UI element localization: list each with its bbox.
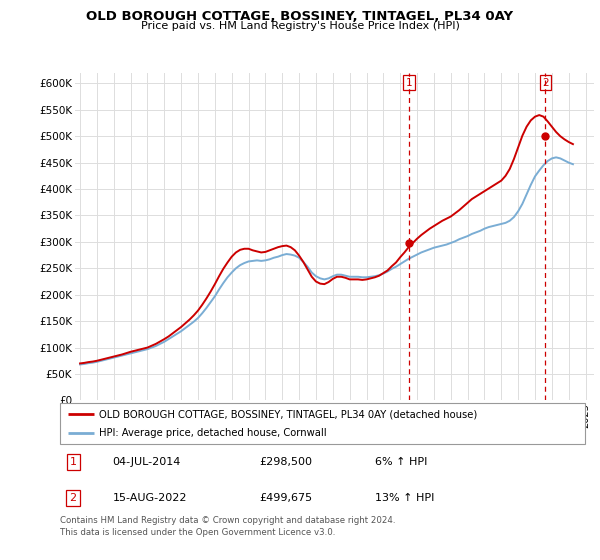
- Text: £298,500: £298,500: [260, 457, 313, 467]
- Text: 04-JUL-2014: 04-JUL-2014: [113, 457, 181, 467]
- Text: Price paid vs. HM Land Registry's House Price Index (HPI): Price paid vs. HM Land Registry's House …: [140, 21, 460, 31]
- Text: 15-AUG-2022: 15-AUG-2022: [113, 493, 187, 503]
- Text: 2: 2: [70, 493, 77, 503]
- Text: Contains HM Land Registry data © Crown copyright and database right 2024.
This d: Contains HM Land Registry data © Crown c…: [60, 516, 395, 537]
- FancyBboxPatch shape: [60, 403, 585, 444]
- Text: 1: 1: [70, 457, 77, 467]
- Text: OLD BOROUGH COTTAGE, BOSSINEY, TINTAGEL, PL34 0AY (detached house): OLD BOROUGH COTTAGE, BOSSINEY, TINTAGEL,…: [100, 409, 478, 419]
- Text: 6% ↑ HPI: 6% ↑ HPI: [375, 457, 427, 467]
- Text: 2: 2: [542, 78, 549, 88]
- Text: £499,675: £499,675: [260, 493, 313, 503]
- Text: 1: 1: [406, 78, 412, 88]
- Text: HPI: Average price, detached house, Cornwall: HPI: Average price, detached house, Corn…: [100, 428, 327, 437]
- Text: OLD BOROUGH COTTAGE, BOSSINEY, TINTAGEL, PL34 0AY: OLD BOROUGH COTTAGE, BOSSINEY, TINTAGEL,…: [86, 10, 514, 22]
- Text: 13% ↑ HPI: 13% ↑ HPI: [375, 493, 434, 503]
